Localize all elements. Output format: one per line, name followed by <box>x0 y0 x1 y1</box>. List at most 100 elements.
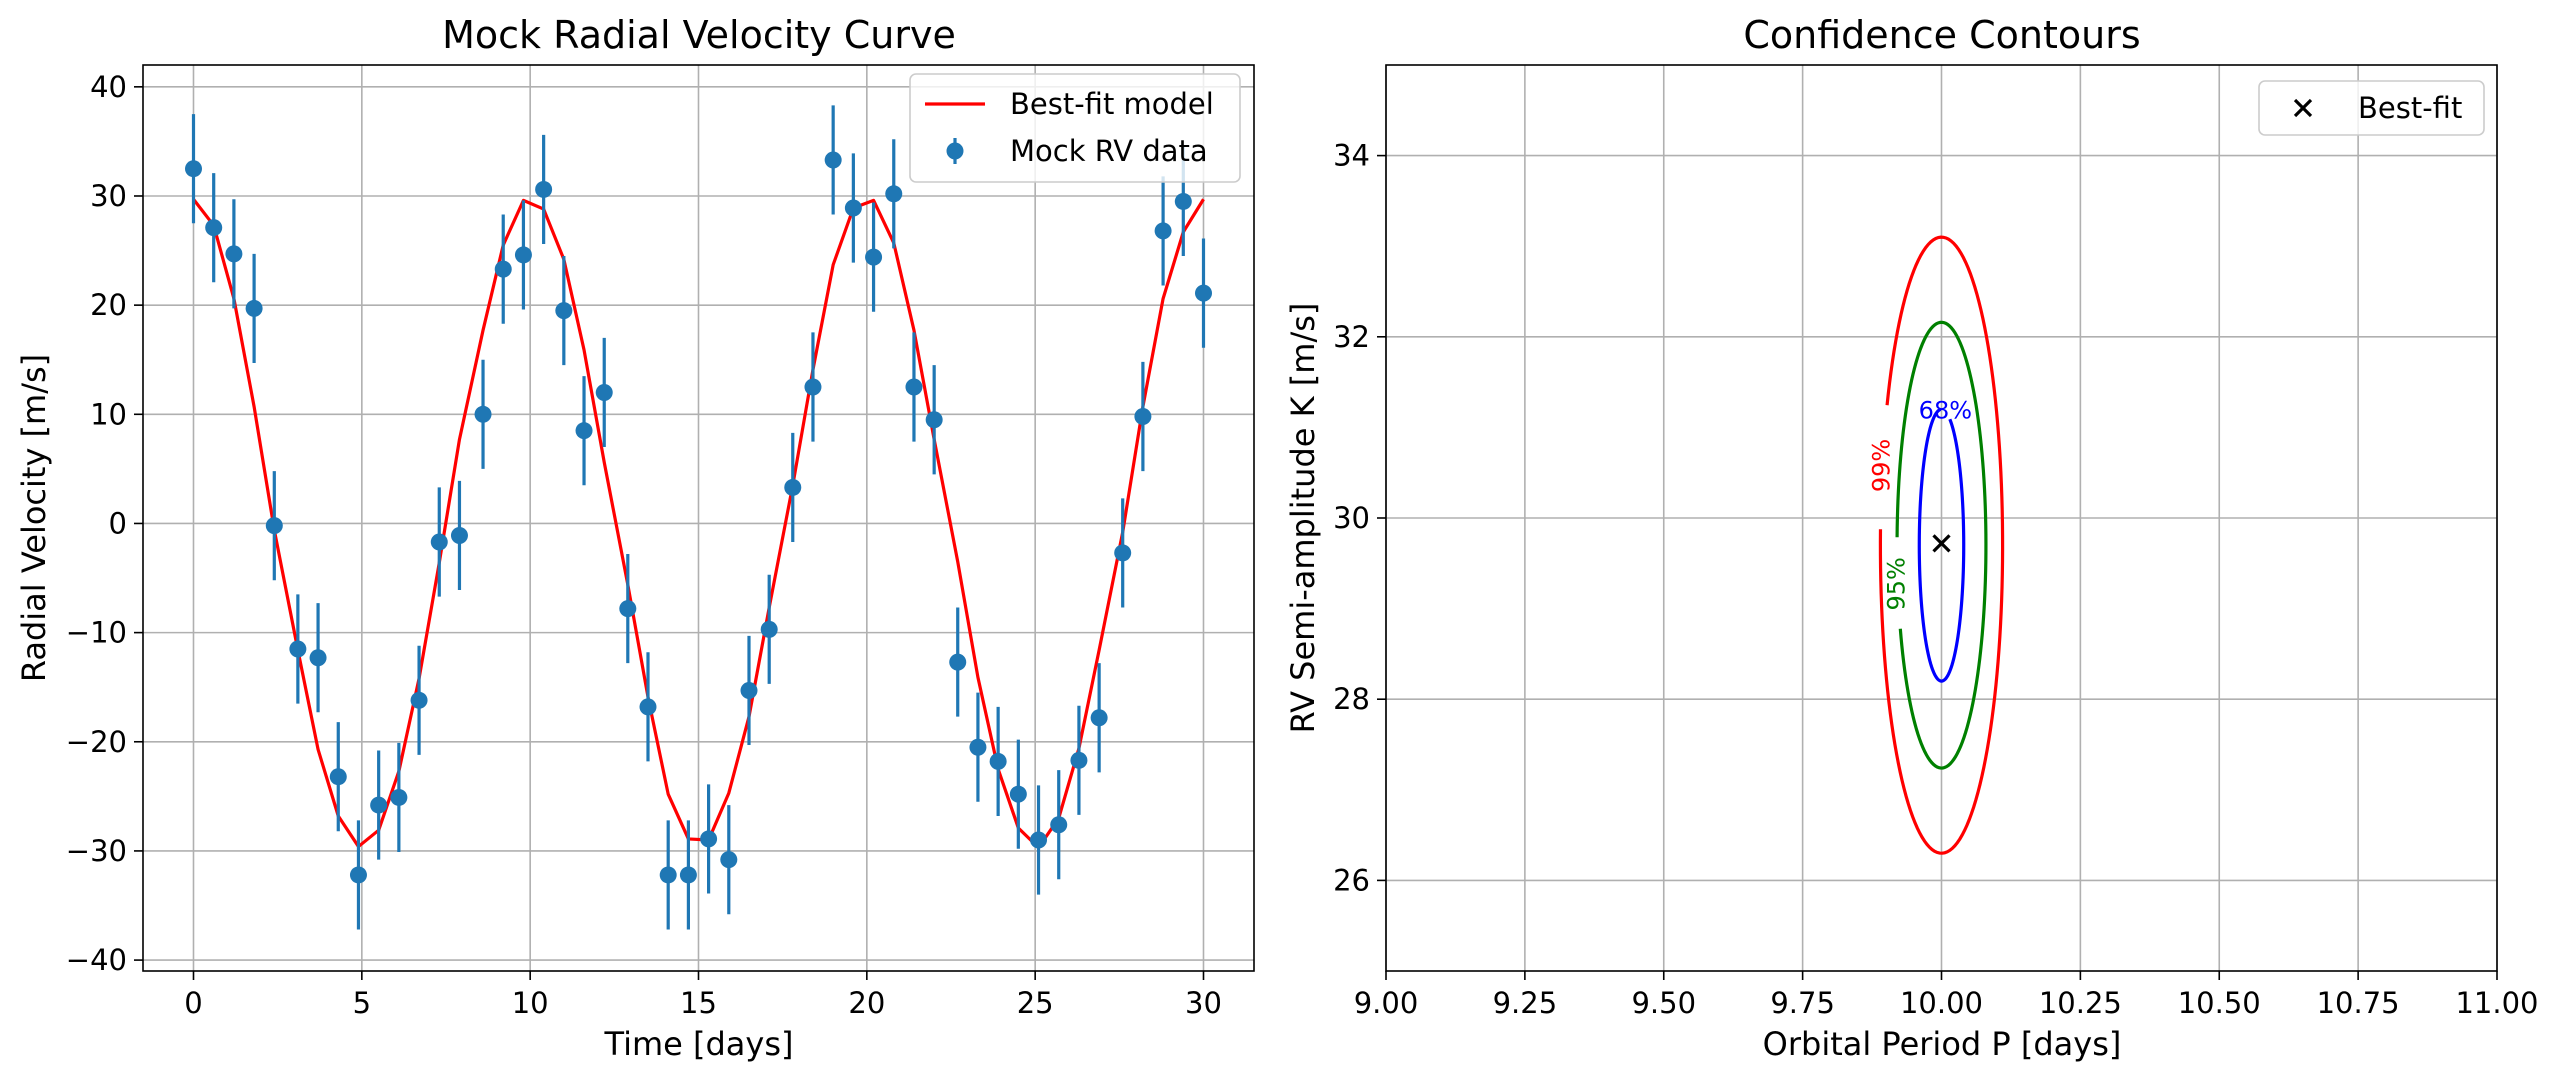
rv-data-point <box>575 422 593 440</box>
rv-data-point <box>679 866 697 884</box>
rv-y-axis-label: Radial Velocity [m/s] <box>15 354 53 682</box>
rv-data-point <box>619 600 637 618</box>
rv-x-tick-label: 25 <box>1017 986 1054 1020</box>
rv-data-point <box>265 517 283 535</box>
contour-99-label: 99% <box>1867 439 1895 492</box>
rv-data-point <box>865 248 883 266</box>
contour-x-tick-label: 11.00 <box>2455 986 2538 1020</box>
rv-data-point <box>370 796 388 814</box>
contour-95-line <box>1895 320 1988 770</box>
rv-data-point <box>1050 816 1068 834</box>
rv-data-point <box>390 788 408 806</box>
rv-data-point <box>410 691 428 709</box>
contour-x-tick-label: 10.00 <box>1900 986 1983 1020</box>
rv-data-point <box>905 378 923 396</box>
rv-data-point <box>595 383 613 401</box>
rv-data-point <box>700 830 718 848</box>
rv-data-point <box>245 299 263 317</box>
contour-y-tick-label: 26 <box>1333 863 1370 897</box>
rv-y-tick-label: −10 <box>66 616 127 650</box>
rv-data-point <box>1009 785 1027 803</box>
contour-x-tick-label: 10.50 <box>2178 986 2261 1020</box>
best-fit-marker-stroke <box>1932 534 1951 553</box>
contour-chart-title: Confidence Contours <box>1743 13 2140 57</box>
rv-legend: Best-fit model Mock RV data <box>909 73 1241 183</box>
rv-data-point <box>1114 544 1132 562</box>
rv-data-point <box>804 378 822 396</box>
rv-data-point <box>989 752 1007 770</box>
rv-ticks: 0 5 10 15 20 25 30 −40 −30 −20 −10 0 10 20 30 40 <box>66 70 1222 1020</box>
rv-data-point <box>309 649 327 667</box>
contour-x-tick-label: 10.75 <box>2317 986 2400 1020</box>
rv-chart-title: Mock Radial Velocity Curve <box>442 13 956 57</box>
rv-x-tick-label: 20 <box>848 986 885 1020</box>
contour-95-label: 95% <box>1883 557 1911 610</box>
rv-data-point <box>1030 831 1048 849</box>
rv-y-tick-label: 20 <box>90 288 127 322</box>
contour-68-label: 68% <box>1919 396 1972 424</box>
rv-y-tick-label: 30 <box>90 179 127 213</box>
rv-data-point <box>885 185 903 203</box>
contour-x-tick-label: 9.50 <box>1631 986 1696 1020</box>
rv-grid <box>143 65 1254 971</box>
contour-legend-box <box>2258 80 2485 136</box>
contour-y-tick-label: 28 <box>1333 682 1370 716</box>
rv-data-point <box>1154 222 1172 240</box>
rv-data-point <box>535 180 553 198</box>
rv-legend-data-label: Mock RV data <box>1010 134 1208 168</box>
contour-x-tick-label: 9.25 <box>1493 986 1558 1020</box>
rv-data-point <box>949 653 967 671</box>
rv-data-point <box>349 866 367 884</box>
contour-y-tick-label: 30 <box>1333 501 1370 535</box>
contour-y-tick-label: 34 <box>1333 139 1370 173</box>
contour-x-tick-label: 9.75 <box>1770 986 1835 1020</box>
contour-panel: Confidence Contours 68% 95% 99% 9.00 9.25 9.… <box>1284 13 2539 1063</box>
rv-data-point <box>1134 407 1152 425</box>
rv-data-point <box>760 620 778 638</box>
contour-legend: Best-fit <box>2258 80 2485 136</box>
rv-legend-model-label: Best-fit model <box>1010 87 1214 121</box>
contour-68-line <box>1917 407 1966 683</box>
rv-data-point <box>430 533 448 551</box>
rv-x-tick-label: 5 <box>353 986 371 1020</box>
rv-data-point <box>1070 751 1088 769</box>
rv-series <box>185 105 1212 930</box>
rv-data-point <box>555 302 573 320</box>
rv-x-tick-label: 10 <box>512 986 549 1020</box>
contour-x-tick-label: 10.25 <box>2039 986 2122 1020</box>
rv-data-point <box>225 245 243 263</box>
rv-legend-box <box>909 73 1241 183</box>
rv-data-point <box>185 160 202 178</box>
rv-data-point <box>784 478 802 496</box>
best-fit-x-marker-icon <box>1932 534 1951 553</box>
rv-data-point <box>639 698 657 716</box>
contour-legend-x-marker-icon <box>2293 98 2313 118</box>
rv-data-point <box>1090 709 1108 727</box>
rv-data-point <box>474 405 492 423</box>
rv-data-point <box>720 851 738 869</box>
rv-data-point <box>659 866 677 884</box>
rv-data-point <box>925 411 943 429</box>
rv-data-point <box>205 219 223 237</box>
rv-data-point <box>824 151 842 169</box>
rv-data-point <box>329 768 347 786</box>
rv-y-tick-label: −20 <box>66 725 127 759</box>
rv-data-point <box>289 640 307 658</box>
contour-series: 68% 95% 99% <box>1867 235 2005 855</box>
rv-data-point <box>514 246 532 264</box>
rv-data-point <box>1195 284 1212 302</box>
rv-legend-marker-swatch <box>946 142 964 160</box>
contour-grid <box>1385 65 2498 971</box>
contour-x-axis-label: Orbital Period P [days] <box>1763 1025 2122 1063</box>
rv-x-tick-label: 15 <box>680 986 717 1020</box>
contour-legend-bestfit-label: Best-fit <box>2358 91 2462 125</box>
contour-x-tick-label: 9.00 <box>1354 986 1419 1020</box>
rv-y-tick-label: −40 <box>66 943 127 977</box>
rv-data-point <box>969 738 987 756</box>
rv-y-tick-label: 40 <box>90 70 127 104</box>
contour-y-tick-label: 32 <box>1333 320 1370 354</box>
rv-data-point <box>844 199 862 217</box>
rv-y-tick-label: −30 <box>66 834 127 868</box>
